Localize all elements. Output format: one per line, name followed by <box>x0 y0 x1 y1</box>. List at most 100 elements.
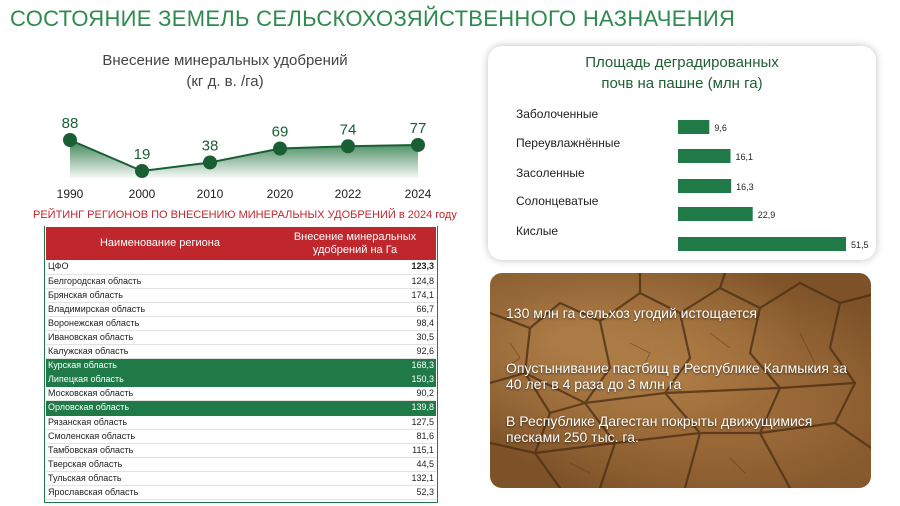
soil-category-label: Переувлажнённые <box>516 136 620 150</box>
table-row: Тамбовская область 115,1 <box>46 443 436 458</box>
table-row: Калужская область 92,6 <box>46 344 436 360</box>
fertilizer-chart-title: Внесение минеральных удобрений (кг д. в.… <box>60 50 390 92</box>
table-row: Липецкая область 150,3 <box>46 372 436 388</box>
region-name-cell: Московская область <box>46 386 274 402</box>
fertilizer-x-tick-label: 2010 <box>197 187 224 201</box>
fertilizer-data-label: 88 <box>62 115 79 132</box>
region-value-cell: 98,4 <box>274 316 436 331</box>
cracked-earth-panel: 130 млн га сельхоз угодий истощается Опу… <box>490 273 871 488</box>
fertilizer-data-label: 74 <box>340 121 357 138</box>
soil-bar-value-label: 22,9 <box>758 210 776 220</box>
fertilizer-area-fill <box>70 140 418 178</box>
fact-exhausted-land: 130 млн га сельхоз угодий истощается <box>506 305 758 321</box>
table-row: Смоленская область 81,6 <box>46 429 436 444</box>
region-value-cell: 90,2 <box>274 386 436 402</box>
region-name-cell: Липецкая область <box>46 372 274 388</box>
region-name-cell: Тамбовская область <box>46 443 274 458</box>
region-name-cell: Брянская область <box>46 288 274 303</box>
table-row: Орловская область 139,8 <box>46 400 436 416</box>
degraded-soils-title: Площадь деградированных почв на пашне (м… <box>488 52 876 94</box>
region-name-cell: Белгородская область <box>46 274 274 289</box>
column-header-region: Наименование региона <box>46 227 274 260</box>
fertilizer-chart-title-line1: Внесение минеральных удобрений <box>102 52 348 69</box>
region-value-cell: 52,3 <box>274 485 436 501</box>
page-title: СОСТОЯНИЕ ЗЕМЕЛЬ СЕЛЬСКОХОЗЯЙСТВЕННОГО Н… <box>10 6 736 31</box>
region-name-cell: Калужская область <box>46 344 274 360</box>
fertilizer-area-chart: 88 1990 19 2000 38 2010 69 2020 74 2022 77 2024 <box>57 115 432 201</box>
region-name-cell: Ивановская область <box>46 330 274 346</box>
fertilizer-data-label: 19 <box>134 146 151 163</box>
fact-kalmykia-desertification: Опустынивание пастбищ в Республике Калмы… <box>506 360 847 392</box>
soil-category-label: Солонцеватые <box>516 194 599 208</box>
fertilizer-series-line <box>69 139 419 173</box>
table-row: Воронежская область 98,4 <box>46 316 436 331</box>
fertilizer-x-tick-label: 2020 <box>267 187 294 201</box>
region-name-cell: Владимирская область <box>46 302 274 317</box>
rating-table-frame <box>44 226 438 503</box>
region-value-cell: 127,5 <box>274 415 436 430</box>
degraded-soils-title-line1: Площадь деградированных <box>585 54 779 71</box>
table-row: Тульская область 132,1 <box>46 471 436 487</box>
region-value-cell: 139,8 <box>274 400 436 416</box>
fertilizer-data-label: 69 <box>272 124 289 141</box>
fertilizer-x-tick-label: 2022 <box>335 187 362 201</box>
region-value-cell: 123,3 <box>274 260 436 275</box>
soil-bar <box>678 237 846 251</box>
region-name-cell: Тульская область <box>46 471 274 487</box>
region-name-cell: Смоленская область <box>46 429 274 444</box>
region-name-cell: Рязанская область <box>46 415 274 430</box>
region-value-cell: 168,3 <box>274 358 436 374</box>
table-row: ЦФО 123,3 <box>46 260 436 275</box>
region-value-cell: 30,5 <box>274 330 436 346</box>
table-row: Ярославская область 52,3 <box>46 485 436 501</box>
soil-bar <box>678 179 732 193</box>
cracked-earth-texture <box>490 273 871 488</box>
region-name-cell: Воронежская область <box>46 316 274 331</box>
fertilizer-x-tick-label: 2024 <box>405 187 432 201</box>
region-name-cell: ЦФО <box>46 260 274 275</box>
fertilizer-data-label: 77 <box>410 120 427 137</box>
soil-bar-value-label: 16,1 <box>736 152 754 162</box>
soil-bar <box>678 120 710 134</box>
fertilizer-data-point <box>341 139 355 154</box>
table-row: Брянская область 174,1 <box>46 288 436 303</box>
region-name-cell: Тверская область <box>46 457 274 472</box>
region-value-cell: 174,1 <box>274 288 436 303</box>
region-name-cell: Орловская область <box>46 400 274 416</box>
soil-bar <box>678 207 753 221</box>
degraded-soils-card: Площадь деградированных почв на пашне (м… <box>488 46 876 260</box>
fertilizer-data-point <box>63 133 77 147</box>
region-value-cell: 92,6 <box>274 344 436 360</box>
soil-bar <box>678 149 731 163</box>
rating-table-header: Наименование региона Внесение минеральны… <box>46 227 436 260</box>
rating-table: Наименование региона Внесение минеральны… <box>46 227 436 501</box>
soil-category-label: Заболоченные <box>516 107 599 121</box>
fertilizer-x-tick-label: 2000 <box>129 187 156 201</box>
table-row: Ивановская область 30,5 <box>46 330 436 346</box>
table-row: Тверская область 44,5 <box>46 457 436 472</box>
soil-bar-value-label: 51,5 <box>851 240 869 250</box>
table-row: Владимирская область 66,7 <box>46 302 436 317</box>
fertilizer-data-point <box>411 137 425 152</box>
soil-category-label: Засоленные <box>516 166 585 180</box>
fact-dagestan-sands: В Республике Дагестан покрыты движущимис… <box>506 413 813 445</box>
region-value-cell: 44,5 <box>274 457 436 472</box>
region-value-cell: 66,7 <box>274 302 436 317</box>
region-value-cell: 132,1 <box>274 471 436 487</box>
fertilizer-data-point <box>273 141 287 156</box>
table-row: Курская область 168,3 <box>46 358 436 374</box>
region-value-cell: 124,8 <box>274 274 436 289</box>
region-name-cell: Ярославская область <box>46 485 274 501</box>
region-value-cell: 150,3 <box>274 372 436 388</box>
fertilizer-data-point <box>203 155 217 170</box>
region-value-cell: 115,1 <box>274 443 436 458</box>
degraded-soils-title-line2: почв на пашне (млн га) <box>601 75 763 92</box>
soil-category-label: Кислые <box>516 224 558 238</box>
fertilizer-chart-title-line2: (кг д. в. /га) <box>186 73 264 90</box>
fertilizer-data-point <box>135 164 149 178</box>
soil-bar-value-label: 16,3 <box>736 182 754 192</box>
fertilizer-x-tick-label: 1990 <box>57 187 84 201</box>
region-value-cell: 81,6 <box>274 429 436 444</box>
table-row: Белгородская область 124,8 <box>46 274 436 289</box>
region-name-cell: Курская область <box>46 358 274 374</box>
